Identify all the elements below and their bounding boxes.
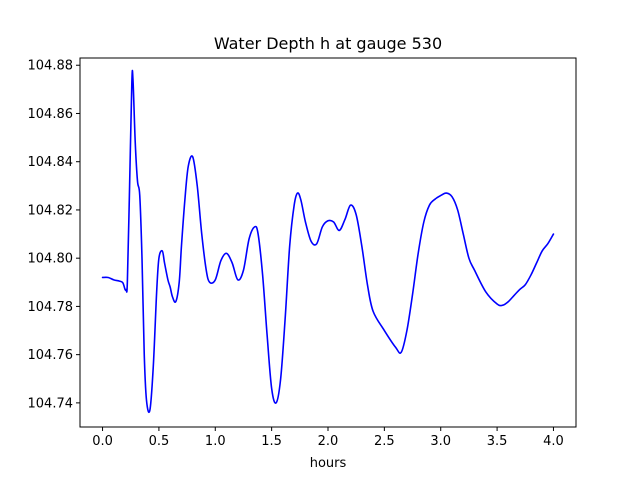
plot-layer bbox=[101, 69, 555, 414]
x-tick-label: 0.5 bbox=[149, 434, 170, 449]
x-tick-label: 0.0 bbox=[92, 434, 113, 449]
y-tick-label: 104.80 bbox=[28, 252, 74, 267]
y-axis: 104.74 104.76 104.78 104.80 104.82 104.84 104.… bbox=[28, 59, 80, 411]
x-tick-label: 4.0 bbox=[543, 434, 564, 449]
x-tick-label: 2.5 bbox=[374, 434, 395, 449]
chart-title: Water Depth h at gauge 530 bbox=[214, 34, 442, 53]
y-tick-label: 104.82 bbox=[28, 203, 74, 218]
x-tick-label: 1.0 bbox=[205, 434, 226, 449]
x-tick-label: 3.5 bbox=[487, 434, 508, 449]
y-tick-label: 104.84 bbox=[28, 155, 74, 170]
x-tick-label: 3.0 bbox=[430, 434, 451, 449]
y-tick-label: 104.74 bbox=[28, 396, 74, 411]
y-tick-label: 104.78 bbox=[28, 300, 74, 315]
y-tick-label: 104.76 bbox=[28, 348, 74, 363]
x-axis: 0.0 0.5 1.0 1.5 2.0 2.5 3.0 3.5 4.0 bbox=[92, 427, 564, 449]
x-axis-label: hours bbox=[310, 456, 347, 471]
y-tick-label: 104.88 bbox=[28, 59, 74, 74]
x-tick-label: 2.0 bbox=[318, 434, 339, 449]
x-tick-label: 1.5 bbox=[261, 434, 282, 449]
series-line-0 bbox=[101, 69, 555, 414]
y-tick-label: 104.86 bbox=[28, 107, 74, 122]
